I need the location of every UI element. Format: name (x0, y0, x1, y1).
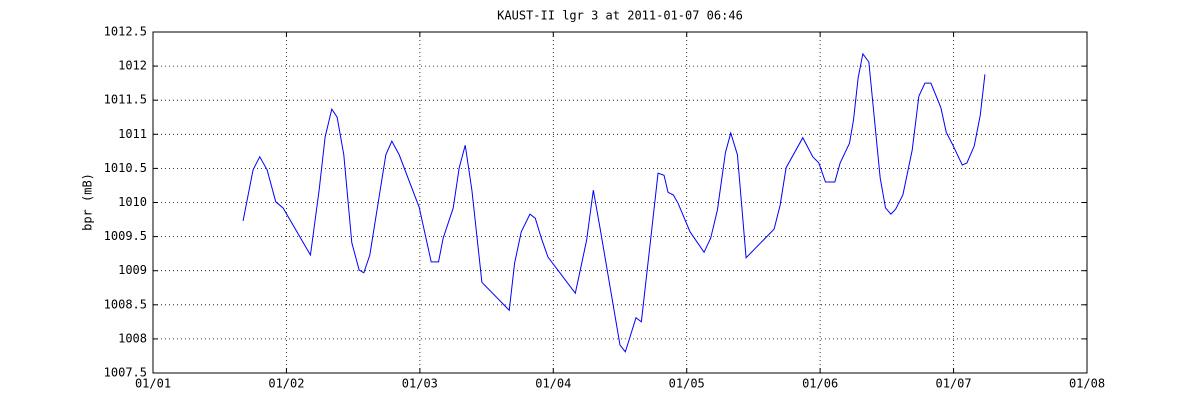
y-tick-label: 1008 (118, 331, 147, 345)
chart-title: KAUST-II lgr 3 at 2011-01-07 06:46 (497, 9, 743, 23)
y-tick-label: 1008.5 (104, 297, 147, 311)
y-tick-label: 1011.5 (104, 93, 147, 107)
x-tick-label: 01/06 (802, 377, 838, 391)
y-tick-label: 1012 (118, 59, 147, 73)
y-axis-label: bpr (mB) (81, 173, 95, 231)
x-tick-label: 01/01 (135, 377, 171, 391)
x-tick-label: 01/05 (669, 377, 705, 391)
y-tick-label: 1012.5 (104, 25, 147, 39)
y-tick-label: 1011 (118, 127, 147, 141)
y-tick-label: 1007.5 (104, 366, 147, 380)
data-line (242, 52, 986, 353)
x-tick-label: 01/08 (1069, 377, 1105, 391)
x-tick-label: 01/04 (535, 377, 571, 391)
x-tick-label: 01/07 (936, 377, 972, 391)
plot-frame (152, 31, 1088, 374)
y-tick-label: 1010.5 (104, 161, 147, 175)
y-tick-label: 1009.5 (104, 229, 147, 243)
y-tick-label: 1010 (118, 195, 147, 209)
x-tick-label: 01/03 (402, 377, 438, 391)
y-tick-label: 1009 (118, 263, 147, 277)
x-tick-label: 01/02 (268, 377, 304, 391)
